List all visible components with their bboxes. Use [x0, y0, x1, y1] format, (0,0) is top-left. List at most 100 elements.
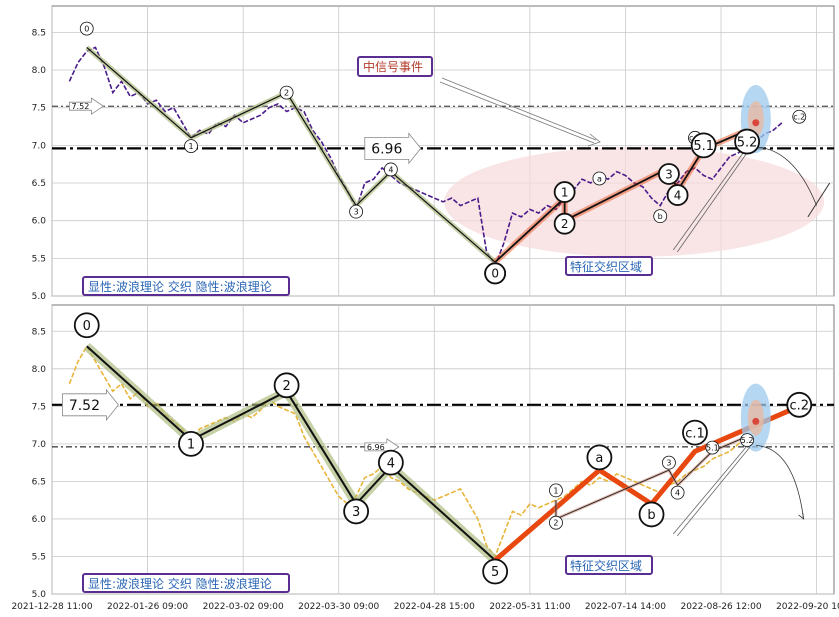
wave-label-circle [705, 440, 720, 455]
y-tick-label: 7.5 [32, 402, 46, 412]
wave-label-circle [79, 21, 94, 36]
level-label-text: 7.52 [71, 102, 89, 111]
wave-label-text: 5.1 [706, 444, 719, 453]
wave-label-text: 3 [666, 459, 671, 468]
x-tick-label: 2022-07-14 14:00 [585, 602, 666, 612]
wave-label-text: 4 [388, 165, 393, 174]
wave-label-circle [690, 132, 717, 159]
wave-label-text: 5 [491, 565, 499, 580]
target-dot [752, 119, 760, 127]
wave-label-circle [638, 501, 665, 528]
wave-main-line [86, 345, 496, 561]
wave-label-circle [549, 515, 563, 530]
wave-label-text: a [595, 451, 603, 466]
wave-label-circle [73, 312, 100, 339]
x-tick-label: 2022-03-02 09:00 [203, 602, 284, 612]
wave-label-circle [666, 184, 689, 206]
wave-label-circle [178, 430, 204, 457]
wave-label-text: 2 [553, 519, 558, 528]
wave-label-text: 1 [187, 438, 195, 453]
x-tick-label: 2022-05-31 11:00 [489, 602, 570, 612]
target-dot [752, 417, 760, 425]
zone-label-box [565, 256, 653, 276]
wave-label-circle [682, 419, 708, 446]
wave-label-circle [792, 109, 807, 124]
projection-arc [755, 444, 804, 519]
y-tick-label: 6.0 [32, 217, 47, 227]
wave-label-circle [377, 449, 404, 476]
y-tick-label: 6.5 [32, 477, 46, 487]
wave-label-circle [549, 483, 563, 498]
wave-label-text: 1 [188, 142, 193, 151]
wave-label-text: b [658, 212, 663, 221]
x-tick-label: 2022-08-26 12:00 [680, 602, 761, 612]
wave-label-text: 1 [553, 486, 558, 495]
legend-text: 显性:波浪理论 交织 隐性:波浪理论 [88, 576, 272, 591]
wave-label-circle [184, 139, 198, 154]
projection-arrowhead [798, 512, 805, 520]
level-arrow-label [62, 388, 119, 421]
wave-label-text: 0 [83, 319, 91, 334]
wave-label-text: 2 [282, 379, 290, 394]
wave-label-circle [592, 171, 607, 186]
event-label-text: 中信号事件 [363, 59, 423, 74]
x-tick-label: 2022-01-26 09:00 [107, 602, 188, 612]
wave-label-circle [279, 85, 294, 100]
x-tick-label: 2021-12-28 11:00 [11, 602, 92, 612]
wave-label-text: 3 [352, 505, 360, 520]
y-tick-label: 6.5 [32, 179, 46, 189]
wave-label-text: 4 [675, 489, 680, 498]
wave-label-circle [586, 444, 613, 471]
level-label-text: 6.96 [371, 141, 402, 157]
wave-label-circle [553, 181, 576, 203]
y-tick-label: 7.0 [32, 440, 47, 450]
y-tick-label: 5.0 [32, 590, 47, 600]
wave-label-circle [553, 212, 576, 235]
wave-label-text: 0 [491, 267, 499, 281]
wave-label-circle [734, 128, 761, 155]
wave-label-text: 2 [561, 217, 569, 231]
wave-label-text: 0 [84, 24, 89, 33]
wave-label-text: 4 [674, 188, 682, 202]
wave-label-text: 5.2 [741, 436, 754, 445]
legend-box [82, 573, 290, 593]
y-tick-label: 5.0 [32, 292, 47, 302]
level-label-text: 6.96 [367, 443, 385, 452]
level-arrow-label [68, 97, 105, 115]
wave-label-text: c.2 [793, 113, 805, 122]
interleave-zone-ellipse [444, 146, 825, 257]
panel-bottom: 8.5 8.0 7.5 7.0 6.5 6.0 5.5 5.0 7.52 6.96 0 1 2 3 4 5 1 2… [32, 304, 835, 600]
wave-label-text: b [647, 508, 655, 523]
target-glow-inner [747, 399, 764, 436]
wave-main-line [86, 46, 496, 263]
y-tick-label: 7.5 [32, 104, 46, 114]
wave-label-text: 5.1 [693, 139, 714, 154]
panel-top: 8.58.07.57.06.56.05.55.07.526.9601234501… [32, 5, 835, 302]
wave-label-text: 5.2 [737, 135, 758, 150]
y-tick-label: 8.5 [32, 327, 46, 337]
wave-label-circle [658, 163, 680, 185]
wave-label-circle [740, 433, 755, 448]
y-tick-label: 8.5 [32, 28, 46, 38]
wave-label-circle [786, 391, 813, 418]
y-tick-label: 5.5 [32, 552, 46, 562]
wave-label-circle [273, 372, 300, 399]
y-tick-label: 7.0 [32, 141, 47, 151]
wave-label-circle [349, 204, 364, 219]
projection-arc [755, 146, 817, 206]
level-arrow-label [364, 132, 422, 165]
wave-label-circle [653, 209, 668, 224]
zone-label-text: 特征交织区域 [570, 259, 642, 274]
wave-label-text: c.1 [685, 426, 705, 441]
wave-label-circle [670, 485, 685, 500]
x-tick-label: 2022-04-28 15:00 [394, 602, 475, 612]
x-tick-label: 2022-09-20 10:00 [776, 602, 839, 612]
wave-label-circle [484, 262, 507, 285]
projection-end-mark [807, 182, 831, 218]
wave-label-circle [482, 558, 509, 585]
wave-label-text: 3 [665, 167, 673, 181]
wave-label-text: c.2 [789, 399, 809, 414]
zone-callout-arrow [672, 445, 751, 537]
wave-label-text: 4 [387, 456, 395, 471]
zone-callout-arrow [672, 147, 751, 253]
